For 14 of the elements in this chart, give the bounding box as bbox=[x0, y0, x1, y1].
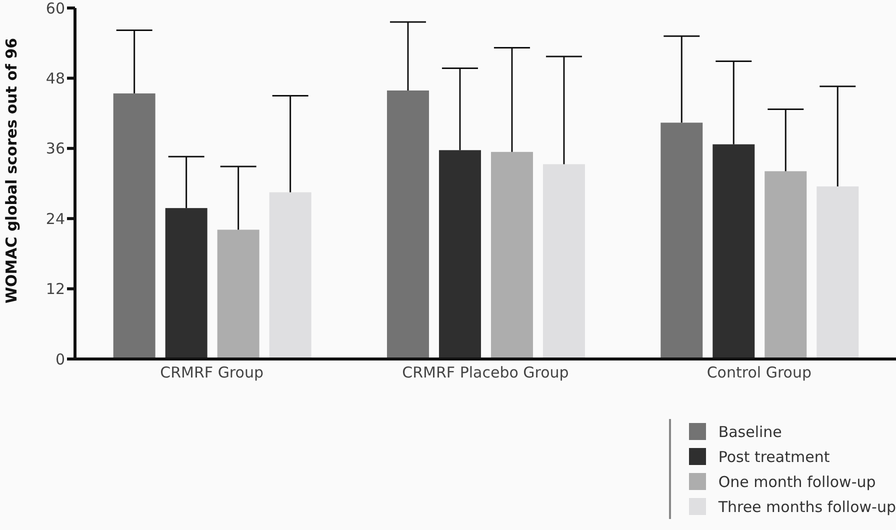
y-tick-label: 24 bbox=[46, 210, 65, 228]
legend-label: Three months follow-up bbox=[718, 498, 896, 516]
x-tick-label: Control Group bbox=[706, 364, 812, 382]
y-tick-label: 60 bbox=[46, 0, 65, 18]
legend-label: Baseline bbox=[718, 422, 782, 440]
y-axis-title: WOMAC global scores out of 96 bbox=[2, 38, 20, 304]
legend-label: One month follow-up bbox=[718, 472, 876, 490]
y-tick-label: 48 bbox=[46, 70, 65, 88]
legend-label: Post treatment bbox=[718, 448, 830, 466]
y-tick-label: 0 bbox=[55, 350, 65, 368]
x-tick-label: CRMRF Placebo Group bbox=[402, 364, 569, 382]
y-tick-label: 36 bbox=[46, 140, 65, 158]
y-tick-label: 12 bbox=[46, 280, 65, 298]
x-tick-label: CRMRF Group bbox=[160, 364, 264, 382]
